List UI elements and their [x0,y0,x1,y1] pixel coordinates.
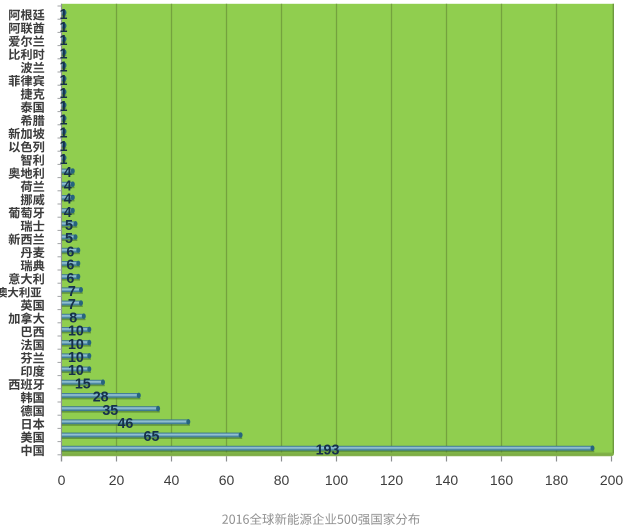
svg-text:6: 6 [66,258,74,274]
svg-text:5: 5 [65,231,73,247]
svg-text:1: 1 [60,46,68,62]
svg-text:7: 7 [68,297,76,313]
svg-text:200: 200 [600,472,624,488]
svg-text:100: 100 [325,472,349,488]
svg-text:40: 40 [164,472,180,488]
svg-text:1: 1 [60,86,68,102]
svg-text:65: 65 [144,429,160,445]
svg-text:8: 8 [69,310,77,326]
svg-text:4: 4 [64,165,72,181]
svg-text:5: 5 [65,218,73,234]
svg-text:35: 35 [102,403,118,419]
svg-text:193: 193 [316,442,340,458]
svg-text:1: 1 [60,73,68,89]
svg-text:1: 1 [60,20,68,36]
svg-text:1: 1 [60,60,68,76]
svg-text:60: 60 [219,472,235,488]
svg-text:15: 15 [75,376,91,392]
svg-text:1: 1 [60,112,68,128]
svg-text:0: 0 [58,472,66,488]
svg-text:10: 10 [68,350,84,366]
svg-text:80: 80 [274,472,290,488]
svg-text:10: 10 [68,324,84,340]
svg-text:120: 120 [380,472,404,488]
svg-text:6: 6 [66,244,74,260]
svg-text:4: 4 [64,205,72,221]
svg-text:10: 10 [68,337,84,353]
svg-text:10: 10 [68,363,84,379]
svg-text:46: 46 [117,416,133,432]
svg-text:7: 7 [68,284,76,300]
svg-text:28: 28 [93,390,109,406]
svg-text:1: 1 [60,139,68,155]
svg-text:1: 1 [60,152,68,168]
svg-text:6: 6 [66,271,74,287]
svg-text:160: 160 [490,472,514,488]
svg-text:4: 4 [64,192,72,208]
svg-text:1: 1 [60,126,68,142]
svg-text:140: 140 [435,472,459,488]
svg-text:1: 1 [60,7,68,23]
svg-text:20: 20 [109,472,125,488]
svg-text:4: 4 [64,178,72,194]
svg-text:1: 1 [60,99,68,115]
svg-text:180: 180 [545,472,569,488]
svg-text:1: 1 [60,33,68,49]
